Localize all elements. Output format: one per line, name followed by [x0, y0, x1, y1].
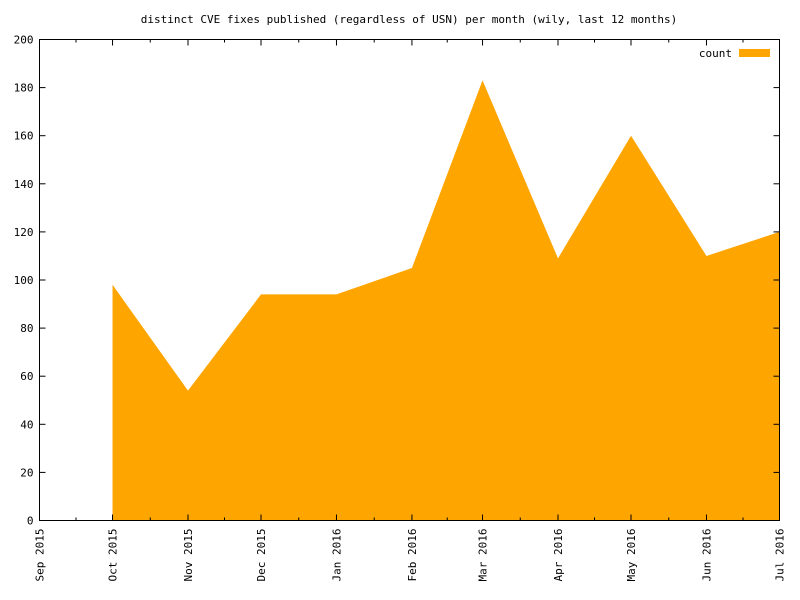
- x-tick-label: Jul 2016: [774, 529, 787, 582]
- y-tick-label: 0: [27, 515, 34, 528]
- x-tick-label: Jun 2016: [700, 529, 713, 582]
- x-tick-label: Apr 2016: [552, 529, 565, 582]
- y-tick-label: 80: [20, 322, 33, 335]
- y-tick-label: 20: [20, 466, 33, 479]
- legend-label: count: [699, 47, 732, 60]
- y-tick-label: 160: [14, 130, 34, 143]
- y-tick-label: 140: [14, 178, 34, 191]
- y-tick-label: 40: [20, 418, 33, 431]
- x-tick-label: Oct 2015: [107, 529, 120, 582]
- y-tick-label: 120: [14, 226, 34, 239]
- x-tick-label: Nov 2015: [182, 529, 195, 582]
- y-tick-label: 60: [20, 370, 33, 383]
- chart-title: distinct CVE fixes published (regardless…: [141, 13, 677, 26]
- x-tick-label: Sep 2015: [34, 529, 47, 582]
- y-tick-label: 180: [14, 82, 34, 95]
- y-tick-label: 100: [14, 274, 34, 287]
- area-series-count: [112, 80, 780, 521]
- x-tick-label: Jan 2016: [330, 529, 343, 582]
- legend-swatch: [739, 49, 770, 57]
- x-tick-label: Dec 2015: [255, 529, 268, 582]
- x-tick-label: Mar 2016: [477, 529, 490, 582]
- y-tick-label: 200: [14, 34, 34, 47]
- x-tick-label: May 2016: [625, 529, 638, 582]
- x-tick-label: Feb 2016: [406, 529, 419, 582]
